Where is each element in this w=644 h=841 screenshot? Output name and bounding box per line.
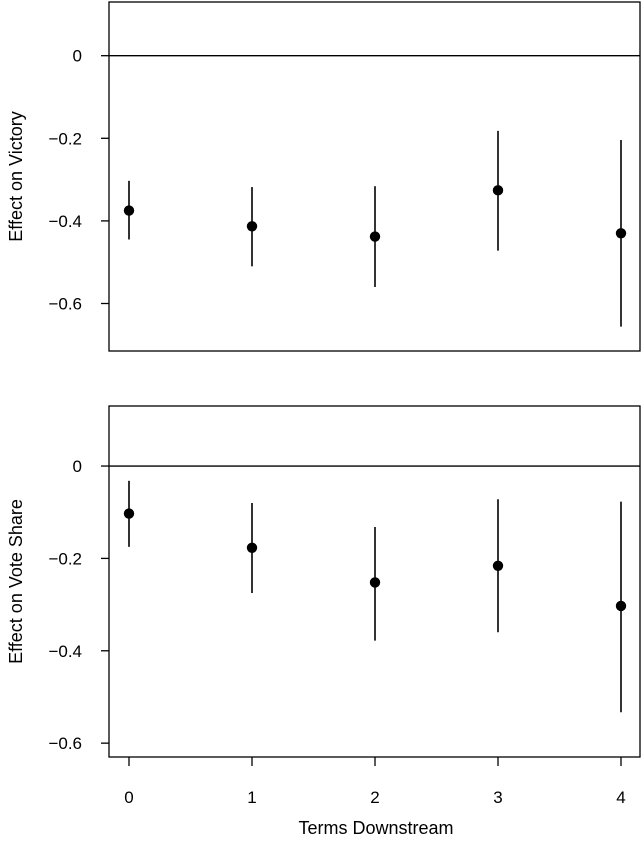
y-tick-label: 0 xyxy=(73,47,82,66)
x-tick-label: 3 xyxy=(493,788,502,807)
y-tick-label: −0.6 xyxy=(48,295,82,314)
x-tick-label: 1 xyxy=(247,788,256,807)
x-tick-label: 0 xyxy=(124,788,133,807)
point-estimate xyxy=(369,577,381,588)
point-estimate xyxy=(123,508,135,519)
x-tick-label: 4 xyxy=(616,788,625,807)
y-tick-label: −0.4 xyxy=(48,642,82,661)
point-estimate xyxy=(492,560,504,571)
point-estimate xyxy=(123,205,135,216)
point-estimate xyxy=(492,185,504,196)
point-estimate xyxy=(615,600,627,612)
y-tick-label: −0.2 xyxy=(48,549,82,568)
y-tick-label: −0.4 xyxy=(48,212,82,231)
y-axis-label: Effect on Vote Share xyxy=(6,499,26,664)
y-axis-label: Effect on Victory xyxy=(6,111,26,241)
panel-effect-on-vote-share: 0 −0.2 −0.4 −0.6 Effect on Vote Share 0 1 2 3 4 xyxy=(6,405,641,807)
y-tick-label: −0.2 xyxy=(48,129,82,148)
point-estimate xyxy=(246,542,258,553)
panel-effect-on-victory: 0 −0.2 −0.4 −0.6 Effect on Victory xyxy=(6,1,641,352)
point-estimate xyxy=(246,221,258,232)
x-tick-label: 2 xyxy=(370,788,379,807)
point-estimate xyxy=(369,231,381,242)
y-tick-label: −0.6 xyxy=(48,734,82,753)
y-tick-label: 0 xyxy=(73,457,82,476)
plot-frame xyxy=(108,1,641,352)
point-estimate xyxy=(615,228,627,239)
x-axis-label: Terms Downstream xyxy=(298,818,453,838)
